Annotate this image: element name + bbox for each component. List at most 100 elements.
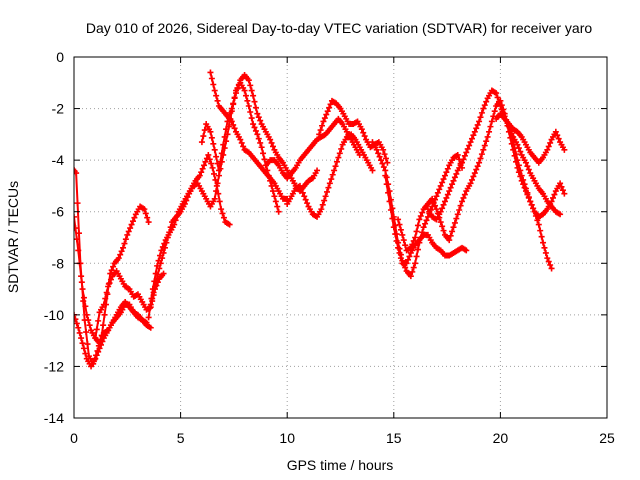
data-point: [75, 247, 82, 254]
data-point: [216, 198, 223, 205]
data-point: [314, 167, 321, 174]
data-point: [336, 150, 343, 157]
data-point: [437, 182, 444, 189]
data-point: [321, 115, 328, 122]
data-point: [557, 211, 564, 218]
data-point: [80, 345, 87, 352]
data-point: [430, 199, 437, 206]
data-point: [476, 118, 483, 125]
data-point: [98, 341, 105, 348]
data-point: [419, 209, 426, 216]
data-point: [93, 352, 100, 359]
data-point: [444, 191, 451, 198]
data-point: [85, 317, 92, 324]
data-point: [454, 211, 461, 218]
data-point: [338, 145, 345, 152]
data-point: [208, 160, 215, 167]
data-point: [437, 219, 444, 226]
data-point: [228, 105, 235, 112]
data-point: [260, 150, 267, 157]
data-point: [110, 263, 117, 270]
data-point: [417, 213, 424, 220]
y-tick-label: -8: [52, 255, 65, 271]
data-point: [432, 202, 439, 209]
data-point: [505, 121, 512, 128]
data-point: [447, 184, 454, 191]
data-point: [257, 117, 264, 124]
data-point: [412, 234, 419, 241]
data-point: [323, 111, 330, 118]
data-point: [86, 322, 93, 329]
data-point: [508, 133, 515, 140]
data-point: [413, 253, 420, 260]
x-tick-label: 25: [599, 430, 615, 446]
data-point: [226, 221, 233, 228]
data-point: [163, 239, 170, 246]
data-point: [547, 262, 554, 269]
data-point: [433, 206, 440, 213]
data-point: [214, 180, 221, 187]
data-point: [471, 170, 478, 177]
data-point: [514, 141, 521, 148]
data-point: [156, 265, 163, 272]
data-point: [410, 237, 417, 244]
data-point: [551, 191, 558, 198]
y-tick-label: -12: [44, 358, 64, 374]
data-point: [269, 188, 276, 195]
data-point: [78, 335, 85, 342]
data-point: [464, 145, 471, 152]
data-point: [528, 201, 535, 208]
data-point: [507, 127, 514, 134]
data-point: [453, 170, 460, 177]
data-point: [332, 163, 339, 170]
data-point: [79, 286, 86, 293]
data-point: [261, 156, 268, 163]
data-point: [326, 180, 333, 187]
data-point: [250, 92, 257, 99]
data-point: [184, 194, 191, 201]
data-point: [274, 203, 281, 210]
data-point: [470, 132, 477, 139]
data-point: [522, 159, 529, 166]
data-point: [361, 133, 368, 140]
data-point: [429, 195, 436, 202]
data-point: [381, 151, 388, 158]
data-point: [198, 169, 205, 176]
data-point: [121, 240, 128, 247]
data-point: [542, 249, 549, 256]
data-point: [541, 244, 548, 251]
data-point: [220, 141, 227, 148]
data-point: [538, 233, 545, 240]
data-point: [207, 128, 214, 135]
data-point: [166, 229, 173, 236]
data-point: [429, 203, 436, 210]
data-point: [252, 104, 259, 111]
data-point: [395, 216, 402, 223]
data-point: [211, 146, 218, 153]
data-point: [383, 181, 390, 188]
data-point: [128, 221, 135, 228]
series-sat-q: [505, 121, 568, 220]
data-point: [439, 205, 446, 212]
axis-ticks: 0 5 10 15 20 25 0 -2 -4 -6 -8 -10 -12 -14: [44, 49, 615, 446]
data-point: [463, 149, 470, 156]
data-point: [530, 205, 537, 212]
data-point: [382, 167, 389, 174]
data-point: [267, 136, 274, 143]
data-point: [201, 162, 208, 169]
data-point: [209, 164, 216, 171]
data-point: [183, 197, 190, 204]
data-point: [468, 176, 475, 183]
data-point: [210, 81, 217, 88]
data-point: [244, 97, 251, 104]
data-point: [106, 280, 113, 287]
data-point: [544, 255, 551, 262]
data-point: [407, 273, 414, 280]
data-point: [96, 345, 103, 352]
data-point: [376, 153, 383, 160]
data-point: [74, 225, 79, 232]
data-point: [100, 322, 107, 329]
data-point: [440, 176, 447, 183]
data-point: [378, 157, 385, 164]
